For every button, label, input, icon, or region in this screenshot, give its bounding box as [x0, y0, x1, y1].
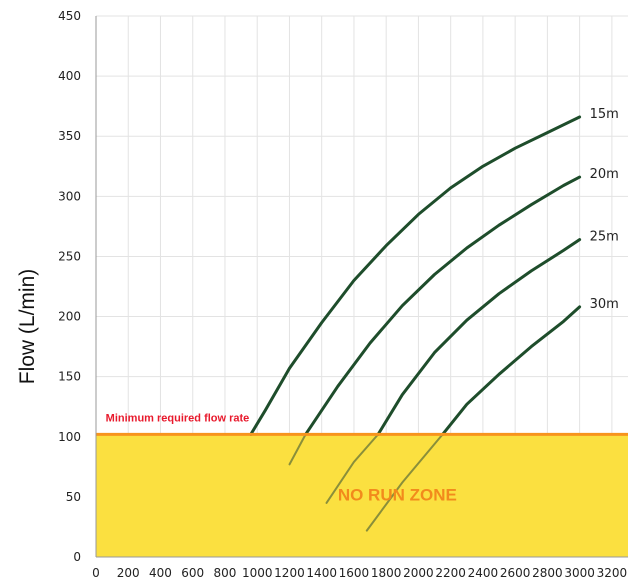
x-tick-label: 1800: [371, 566, 402, 580]
axes: [95, 16, 628, 558]
no-run-zone: [96, 434, 628, 557]
x-tick-label: 800: [214, 566, 237, 580]
x-tick-labels: 0 200 400 600 800 1000 1200 1400 1600 1800 2000 220…: [92, 566, 627, 580]
x-tick-label: 0: [92, 566, 100, 580]
x-tick-label: 2800: [532, 566, 563, 580]
x-tick-label: 1200: [274, 566, 305, 580]
y-tick-label: 150: [58, 370, 81, 384]
curve-15m: [249, 115, 582, 436]
curve-30m: [441, 305, 582, 436]
x-tick-label: 600: [181, 566, 204, 580]
y-tick-label: 450: [58, 9, 81, 23]
y-tick-label: 200: [58, 310, 81, 324]
curves: [249, 115, 582, 532]
y-tick-label: 100: [58, 430, 81, 444]
x-tick-label: 3200: [597, 566, 628, 580]
curve-label-25m: 25m: [590, 230, 619, 245]
x-tick-label: 2600: [500, 566, 531, 580]
x-tick-label: 200: [117, 566, 140, 580]
curve-30m-below-threshold: [365, 433, 444, 532]
y-tick-label: 50: [66, 490, 81, 504]
y-tick-label: 350: [58, 129, 81, 143]
x-tick-label: 400: [149, 566, 172, 580]
minimum-flow-label: Minimum required flow rate: [106, 412, 250, 424]
x-tick-label: 1400: [306, 566, 337, 580]
y-tick-label: 400: [58, 69, 81, 83]
x-tick-label: 3000: [564, 566, 595, 580]
curve-25m: [376, 238, 582, 436]
x-tick-label: 2400: [468, 566, 499, 580]
x-tick-label: 1000: [242, 566, 273, 580]
y-tick-label: 0: [73, 550, 81, 564]
curve-label-30m: 30m: [590, 297, 619, 312]
curve-20m: [304, 175, 582, 436]
curve-labels: 15m 20m 25m 30m: [590, 107, 619, 312]
y-tick-label: 250: [58, 249, 81, 263]
x-tick-label: 2200: [435, 566, 466, 580]
x-tick-label: 1600: [339, 566, 370, 580]
y-axis-label: Flow (L/min): [16, 269, 39, 385]
no-run-zone-label: NO RUN ZONE: [338, 485, 457, 504]
x-tick-label: 2000: [403, 566, 434, 580]
curve-20m-below-threshold: [288, 433, 307, 466]
curve-label-15m: 15m: [590, 107, 619, 122]
curve-25m-below-threshold: [325, 433, 380, 504]
curve-label-20m: 20m: [590, 167, 619, 182]
y-tick-label: 300: [58, 189, 81, 203]
y-tick-labels: 0 50 100 150 200 250 300 350 400 450: [58, 9, 81, 564]
